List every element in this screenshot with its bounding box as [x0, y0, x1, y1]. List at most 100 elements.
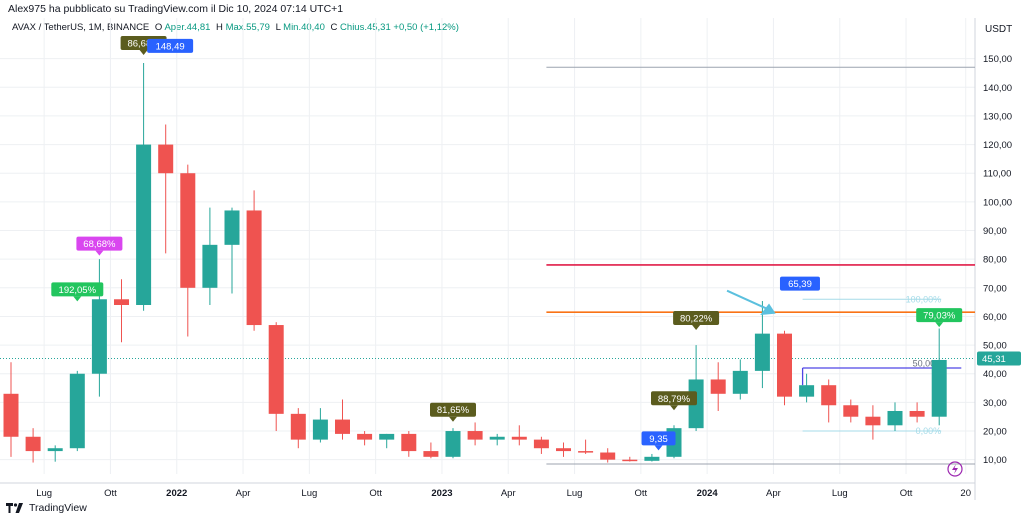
y-tick-label: 30,00 — [983, 398, 1007, 409]
y-tick-label: 150,00 — [983, 54, 1012, 65]
lightning-bolt-icon — [952, 464, 958, 474]
candle-body — [821, 385, 837, 406]
change-percent-badge-box — [651, 391, 697, 406]
candle-body — [180, 173, 196, 288]
change-percent-badge-pointer — [935, 322, 944, 328]
change-percent-badge: 88,79% — [658, 394, 691, 405]
y-tick-label: 100,00 — [983, 197, 1012, 208]
candle-body — [887, 410, 903, 426]
change-percent-badge: 68,68% — [83, 239, 116, 250]
x-tick-label: 2024 — [697, 488, 719, 499]
candle-body — [290, 413, 306, 440]
low-value: Min.40,40 — [283, 22, 325, 33]
x-tick-label: 20 — [960, 488, 971, 499]
candle-body — [401, 433, 417, 452]
candle-body — [25, 436, 41, 452]
change-percent-badge: 81,65% — [437, 405, 470, 416]
change-percent-badge-pointer — [692, 325, 701, 331]
current-price-tag: 45,31 — [982, 354, 1006, 365]
x-tick-label: Ott — [635, 488, 648, 499]
change-percent-badge: 80,22% — [680, 314, 713, 325]
y-tick-label: 10,00 — [983, 455, 1007, 466]
change-percent-badge: 192,05% — [59, 285, 97, 296]
candle-body — [357, 433, 373, 440]
candle-body — [556, 448, 571, 452]
price-extreme-label: 65,39 — [788, 279, 812, 290]
candle-body — [909, 410, 925, 417]
close-key: C — [330, 22, 338, 33]
high-value: Max.55,79 — [225, 22, 270, 33]
price-extreme-label-pointer — [654, 445, 663, 451]
y-tick-label: 20,00 — [983, 427, 1007, 438]
change-percent-badge-pointer — [670, 405, 678, 411]
currency-label: USDT — [985, 24, 1012, 35]
x-tick-label: 2023 — [431, 488, 452, 499]
x-tick-label: Apr — [236, 488, 251, 499]
y-tick-label: 70,00 — [983, 283, 1007, 294]
x-tick-label: Apr — [501, 488, 516, 499]
y-tick-label: 80,00 — [983, 255, 1007, 266]
y-tick-label: 130,00 — [983, 111, 1012, 122]
candle-body — [246, 210, 262, 326]
x-tick-label: Lug — [567, 488, 583, 499]
change-percent-badge: 86,68% — [127, 39, 160, 50]
x-tick-label: Lug — [301, 488, 317, 499]
candle-body — [467, 431, 483, 440]
y-tick-label: 140,00 — [983, 83, 1012, 94]
candle-body — [600, 452, 616, 460]
x-tick-label: Ott — [369, 488, 382, 499]
open-value: Aper.44,81 — [164, 22, 211, 33]
candle-body — [268, 325, 284, 414]
y-tick-label: 120,00 — [983, 140, 1012, 151]
fib-percent-label: 100,00% — [906, 294, 942, 304]
change-percent-badge-pointer — [139, 50, 148, 56]
candle-body — [91, 299, 107, 374]
candle-body — [732, 370, 748, 394]
chart-svg[interactable]: USDT 10,00 20,00 30,00 40,00 50,00 60,00 70,00 8… — [0, 18, 1024, 500]
tradingview-logo-icon — [6, 503, 23, 513]
candle-body — [622, 459, 638, 462]
symbol-legend: AVAX / TetherUS, 1M, BINANCE O Aper.44,8… — [12, 22, 459, 33]
change-value: +0,50 (+1,12%) — [393, 22, 459, 33]
candle-body — [47, 448, 63, 452]
change-percent-badge-pointer — [449, 416, 457, 422]
y-tick-label: 90,00 — [983, 226, 1007, 237]
fib-percent-label: 50,00% — [913, 359, 944, 369]
symbol-name[interactable]: AVAX / TetherUS, 1M, BINANCE — [12, 22, 150, 33]
annotation-arrow — [726, 289, 772, 312]
open-key: O — [154, 22, 163, 33]
publisher-line: Alex975 ha pubblicato su TradingView.com… — [8, 3, 344, 15]
y-tick-label: 40,00 — [983, 369, 1007, 380]
candle-body — [754, 333, 770, 371]
change-percent-badge: 79,03% — [923, 311, 956, 322]
change-percent-badge-box — [51, 282, 104, 297]
candle-body — [931, 359, 947, 417]
candle-body — [69, 373, 85, 449]
candle-body — [578, 451, 594, 453]
candle-body — [224, 210, 240, 245]
candle-body — [489, 436, 505, 440]
candle-body — [3, 393, 19, 437]
y-tick-label: 50,00 — [983, 341, 1007, 352]
price-chart[interactable]: USDT 10,00 20,00 30,00 40,00 50,00 60,00 70,00 8… — [0, 18, 1024, 505]
x-tick-label: Ott — [104, 488, 117, 499]
candle-body — [533, 439, 549, 449]
candle-body — [379, 433, 395, 440]
lightning-icon — [947, 461, 963, 477]
candle-body — [511, 436, 527, 440]
low-key: L — [275, 22, 281, 33]
close-value: Chius.45,31 — [340, 22, 391, 33]
candle-body — [136, 144, 152, 305]
candle-body — [799, 385, 815, 397]
y-tick-label: 60,00 — [983, 312, 1007, 323]
candle-body — [710, 379, 726, 394]
candle-body — [423, 451, 439, 457]
price-extreme-label-box — [641, 431, 676, 446]
brand-name: TradingView — [29, 502, 87, 514]
candle-body — [843, 405, 859, 417]
x-tick-label: 2022 — [166, 488, 187, 499]
candle-body — [158, 144, 174, 174]
candle-body — [777, 333, 792, 397]
change-percent-badge-box — [430, 402, 476, 417]
x-tick-label: Ott — [900, 488, 913, 499]
